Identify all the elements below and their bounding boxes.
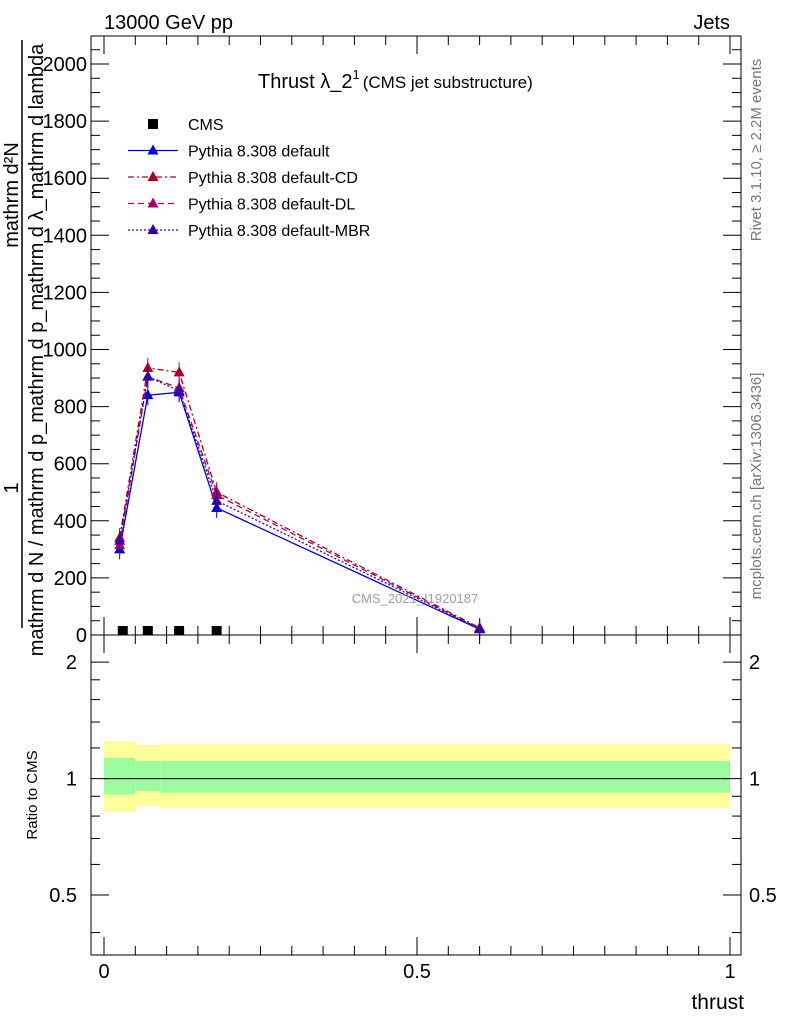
legend-square-marker [148,119,158,129]
analysis-watermark: CMS_2021_I1920187 [352,591,479,606]
main-y-tick-label: 800 [54,397,87,419]
ratio-y-tick-label: 0.5 [49,885,77,907]
legend-triangle-marker [147,171,159,181]
rivet-version-label: Rivet 3.1.10, ≥ 2.2M events [748,59,765,242]
ratio-y-axis-label: Ratio to CMS [24,750,41,839]
cms-data-point [211,626,222,635]
main-y-ticks: 0 200 400 600 800 1000 1200 1400 1600 1800 2000 [43,36,741,647]
legend-triangle-marker [147,144,159,155]
ratio-y-tick-label: 1 [66,769,77,791]
ratio-uncertainty-bands [104,741,731,812]
legend: CMS Pythia 8.308 default Pythia 8.308 defa… [128,117,370,240]
main-y-tick-label: 0 [76,625,87,647]
legend-entry: CMS [148,117,224,134]
main-y-tick-label: 1200 [43,282,88,304]
legend-label: Pythia 8.308 default [188,144,330,161]
main-y-label-one: 1 [1,482,23,493]
cms-data-point [142,626,153,635]
main-y-label-denominator: mathrm d N / mathrm d p_mathrm d p_mathr… [26,43,48,656]
cms-data-point [174,626,185,635]
legend-label: Pythia 8.308 default-DL [188,197,355,214]
ratio-ticks: 0.5 0.5 1 1 2 2 0 0.5 1 [49,635,777,983]
ratio-inner-band [135,761,161,791]
series-marker [211,494,223,505]
main-y-tick-label: 1800 [43,111,88,133]
main-y-tick-label: 400 [54,511,87,533]
legend-entry: Pythia 8.308 default [128,144,330,161]
legend-label: Pythia 8.308 default-CD [188,170,358,187]
ratio-plot-panel: 0.5 0.5 1 1 2 2 0 0.5 1 Ratio to CMS thrust [24,634,777,1014]
legend-entry: Pythia 8.308 default-CD [128,170,358,187]
main-y-tick-label: 1400 [43,225,88,247]
legend-triangle-marker [147,224,159,234]
cms-data-point [117,626,128,635]
main-y-tick-label: 200 [54,568,87,590]
x-tick-label: 1 [724,961,735,983]
header-energy-label: 13000 GeV pp [104,12,233,34]
legend-triangle-marker [147,197,159,208]
main-y-tick-label: 1000 [43,340,88,362]
ratio-inner-band [160,761,731,793]
chart-title: Thrust λ_21 (CMS jet substructure) [258,67,533,93]
series-marker [114,534,126,545]
main-y-tick-label: 600 [54,454,87,476]
series-marker [173,384,185,395]
series-4 [114,366,486,639]
legend-entry: Pythia 8.308 default-MBR [128,223,370,240]
ratio-inner-band [104,758,136,795]
mcplots-label: mcplots.cern.ch [arXiv:1306.3436] [748,373,765,600]
legend-entry: Pythia 8.308 default-DL [128,197,355,214]
main-y-tick-label: 1600 [43,168,88,190]
ratio-y-tick-label-right: 0.5 [749,885,777,907]
ratio-y-tick-label: 2 [66,652,77,674]
legend-label: CMS [188,117,224,134]
series-marker [142,370,154,381]
main-y-axis-label: mathrm d N / mathrm d p_mathrm d p_mathr… [1,40,48,656]
series-marker [173,366,185,377]
series-0 [117,626,222,635]
main-series-layer [114,358,486,640]
x-tick-label: 0.5 [403,961,431,983]
main-plot-panel: 0 200 400 600 800 1000 1200 1400 1600 1800 2000 Th… [43,35,742,647]
legend-label: Pythia 8.308 default-MBR [188,223,370,240]
header-category-label: Jets [693,12,730,34]
ratio-y-tick-label-right: 1 [749,769,760,791]
main-y-tick-label: 2000 [43,54,88,76]
series-line [119,367,480,629]
x-tick-label: 0 [98,961,109,983]
ratio-y-tick-label-right: 2 [749,652,760,674]
main-y-label-numerator: mathrm d²N [1,142,23,248]
series-marker [474,622,486,633]
x-axis-label: thrust [691,991,744,1014]
ratio-plot-frame [90,634,742,956]
